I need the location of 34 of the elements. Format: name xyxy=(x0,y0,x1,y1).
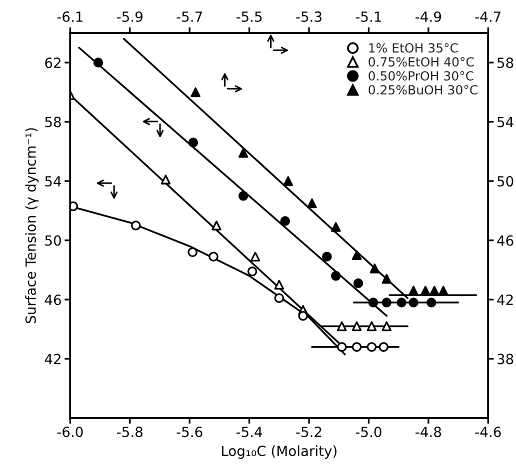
x2-tick-label: -5.1 xyxy=(356,12,381,22)
x2-tick-label: -6.1 xyxy=(57,11,82,22)
y-axis-title: Surface Tension (γ dyncm⁻¹) xyxy=(25,128,39,324)
legend-label: 0.25%BuOH 30°C xyxy=(368,85,478,95)
x2-tick-label: -5.5 xyxy=(236,12,262,22)
x-tick-label: -5.2 xyxy=(296,426,322,438)
y2-tick-label: 46 xyxy=(497,235,514,246)
x2-tick-label: -4.9 xyxy=(416,11,441,22)
y2-tick-label: 38 xyxy=(498,354,514,364)
y-tick-label: 42 xyxy=(44,354,60,364)
y-tick-label: 46 xyxy=(44,294,61,306)
y-tick-label: 62 xyxy=(45,58,60,68)
x-tick-label: -5.8 xyxy=(117,426,142,438)
legend-label: 1% EtOH 35°C xyxy=(369,43,458,53)
x2-tick-label: -4.7 xyxy=(475,12,500,22)
x-tick-label: -5.4 xyxy=(236,426,262,438)
y2-tick-label: 58 xyxy=(498,58,514,68)
y-tick-label: 58 xyxy=(45,116,61,128)
legend-label: 0.75%EtOH 40°C xyxy=(368,57,474,67)
x-tick-label: -5.0 xyxy=(356,426,382,438)
y2-tick-label: 54 xyxy=(498,116,514,128)
x2-tick-label: -5.7 xyxy=(176,12,202,22)
x2-tick-label: -5.3 xyxy=(296,11,322,22)
legend-label: 0.50%PrOH 30°C xyxy=(368,71,474,81)
x-tick-label: -6.0 xyxy=(57,426,83,438)
x-axis-title: Log₁₀C (Molarity) xyxy=(222,445,336,459)
y2-tick-label: 42 xyxy=(497,294,513,305)
x-tick-label: -4.8 xyxy=(416,426,442,438)
x-tick-label: -5.6 xyxy=(176,426,202,438)
y-tick-label: 54 xyxy=(45,176,62,187)
x2-tick-label: -5.9 xyxy=(117,11,142,22)
y2-tick-label: 50 xyxy=(498,176,514,187)
x-tick-label: -4.6 xyxy=(475,426,501,438)
y-tick-label: 50 xyxy=(45,235,61,246)
